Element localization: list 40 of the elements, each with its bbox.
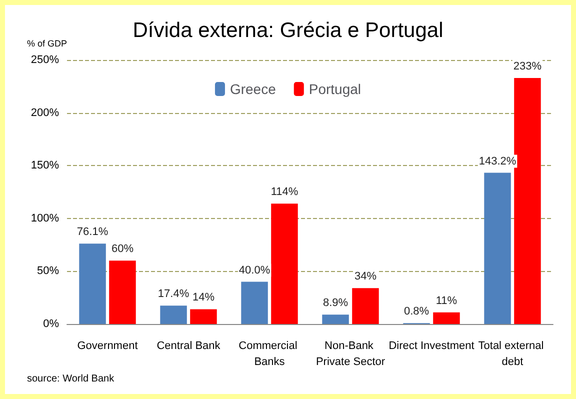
bar	[484, 172, 511, 324]
legend-label: Greece	[230, 81, 276, 97]
bar	[109, 260, 136, 324]
bar	[241, 282, 268, 324]
x-tick-label: Central Bank	[156, 340, 221, 352]
y-tick-label: 0%	[43, 318, 60, 330]
chart-title: Dívida externa: Grécia e Portugal	[132, 19, 444, 42]
data-label: 114%	[270, 186, 298, 198]
bar	[322, 314, 349, 324]
bar	[160, 306, 187, 324]
data-label: 76.1%	[76, 226, 108, 238]
x-tick-label: Government	[77, 340, 138, 352]
data-label: 233%	[513, 60, 542, 72]
y-tick-label: 50%	[36, 265, 60, 278]
data-label: 17.4%	[158, 288, 190, 300]
y-tick-label: 250%	[30, 54, 60, 66]
y-tick-label: 100%	[30, 212, 60, 224]
data-label: 143.2%	[478, 155, 516, 168]
bar	[271, 204, 298, 324]
y-axis-title: % of GDP	[26, 38, 67, 48]
y-tick-label: 150%	[30, 160, 60, 172]
data-label: 11%	[436, 294, 458, 307]
data-label: 0.8%	[404, 306, 430, 318]
data-label: 40.0%	[238, 264, 270, 276]
bar	[352, 288, 379, 324]
bar	[79, 244, 106, 324]
bar	[514, 78, 541, 324]
source-note: source: World Bank	[27, 374, 116, 384]
x-tick-label: Commercial Banks	[238, 340, 300, 368]
data-label: 34%	[354, 270, 377, 283]
x-tick-label: Total external debt	[478, 340, 547, 368]
x-tick-label: Non-Bank Private Sector	[316, 340, 386, 368]
bar	[190, 309, 217, 324]
data-label: 14%	[192, 292, 215, 304]
y-tick-label: 200%	[30, 106, 60, 119]
legend-label: Portugal	[308, 81, 362, 97]
bar	[433, 312, 460, 324]
x-tick-label: Direct Investment	[388, 340, 474, 352]
data-label: 60%	[111, 243, 134, 256]
data-label: 8.9%	[322, 297, 348, 310]
